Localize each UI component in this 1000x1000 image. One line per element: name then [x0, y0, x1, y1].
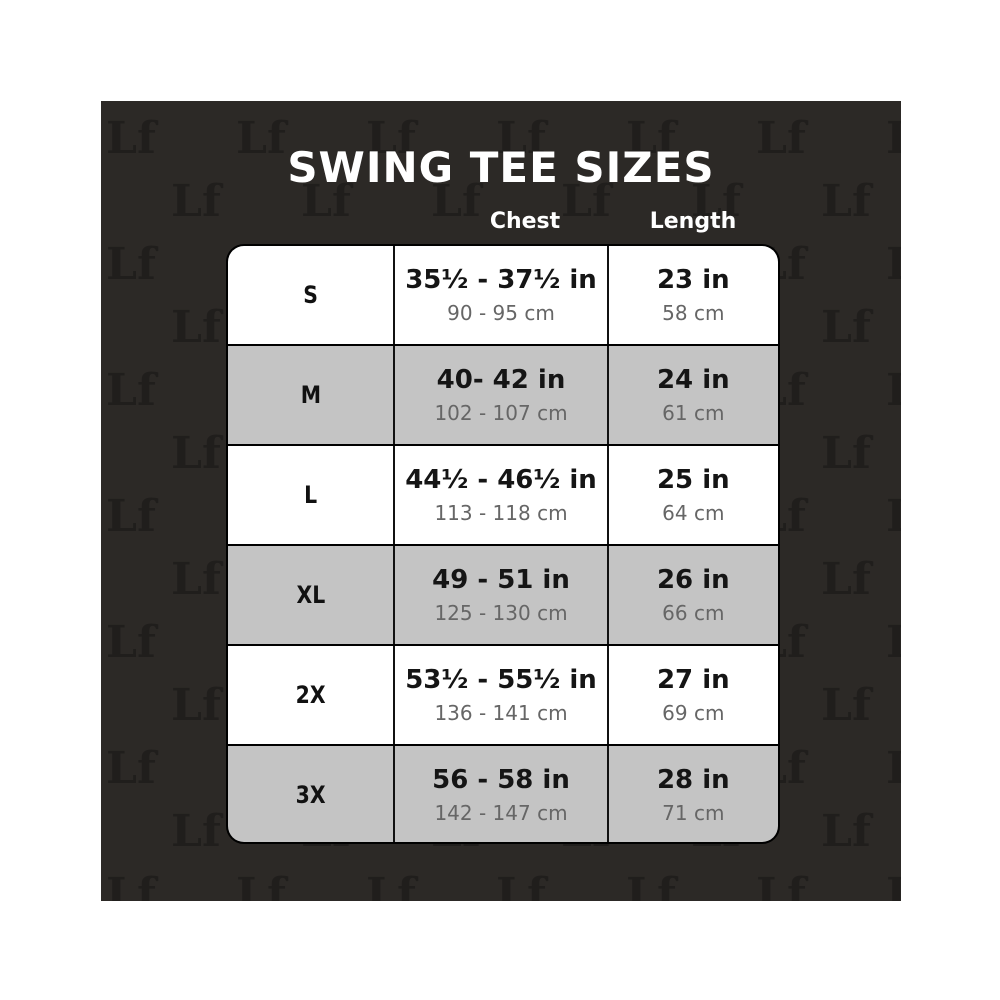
- length-cell: 27 in 69 cm: [608, 646, 778, 744]
- chest-cm: 125 - 130 cm: [434, 601, 568, 625]
- chest-cell: 40- 42 in 102 - 107 cm: [395, 346, 609, 444]
- length-cm: 64 cm: [662, 501, 725, 525]
- chest-cell: 56 - 58 in 142 - 147 cm: [395, 746, 609, 842]
- chest-cm: 90 - 95 cm: [447, 301, 555, 325]
- length-cell: 25 in 64 cm: [608, 446, 778, 544]
- table-row: XL 49 - 51 in 125 - 130 cm 26 in 66 cm: [228, 546, 778, 644]
- header-chest: Chest: [489, 209, 561, 234]
- chest-cm: 142 - 147 cm: [434, 801, 568, 825]
- length-inches: 26 in: [656, 565, 730, 595]
- chest-inches: 53½ - 55½ in: [405, 665, 597, 695]
- chest-cm: 113 - 118 cm: [434, 501, 568, 525]
- table-row: M 40- 42 in 102 - 107 cm 24 in 61 cm: [228, 346, 778, 444]
- table-row: S 35½ - 37½ in 90 - 95 cm 23 in 58 cm: [228, 246, 778, 344]
- length-cm: 71 cm: [662, 801, 725, 825]
- size-table: S 35½ - 37½ in 90 - 95 cm 23 in 58 cm M 40-…: [226, 244, 780, 844]
- chest-cm: 102 - 107 cm: [434, 401, 568, 425]
- size-chart-panel: Lf Lf SWING TEE SIZES Chest Length S 35½…: [101, 101, 901, 901]
- size-cell: L: [228, 446, 396, 544]
- table-row: L 44½ - 46½ in 113 - 118 cm 25 in 64 cm: [228, 446, 778, 544]
- chest-inches: 44½ - 46½ in: [405, 465, 597, 495]
- length-inches: 28 in: [656, 765, 730, 795]
- chest-cell: 53½ - 55½ in 136 - 141 cm: [395, 646, 609, 744]
- size-label: L: [304, 481, 318, 509]
- length-inches: 25 in: [656, 465, 730, 495]
- size-label: 3X: [295, 781, 326, 809]
- table-row: 2X 53½ - 55½ in 136 - 141 cm 27 in 69 cm: [228, 646, 778, 744]
- size-cell: S: [228, 246, 396, 344]
- length-cell: 26 in 66 cm: [608, 546, 778, 644]
- chest-inches: 35½ - 37½ in: [405, 265, 597, 295]
- chest-cm: 136 - 141 cm: [434, 701, 568, 725]
- length-cm: 58 cm: [662, 301, 725, 325]
- length-cm: 61 cm: [662, 401, 725, 425]
- length-cell: 28 in 71 cm: [608, 746, 778, 842]
- size-label: S: [303, 281, 319, 309]
- size-label: XL: [296, 581, 326, 609]
- size-label: 2X: [295, 681, 326, 709]
- table-row: 3X 56 - 58 in 142 - 147 cm 28 in 71 cm: [228, 746, 778, 842]
- size-cell: XL: [228, 546, 396, 644]
- length-inches: 27 in: [656, 665, 730, 695]
- length-cm: 66 cm: [662, 601, 725, 625]
- length-inches: 24 in: [656, 365, 730, 395]
- chest-cell: 49 - 51 in 125 - 130 cm: [395, 546, 609, 644]
- chest-inches: 56 - 58 in: [432, 765, 570, 795]
- length-cell: 23 in 58 cm: [608, 246, 778, 344]
- header-length: Length: [649, 209, 737, 234]
- size-cell: 2X: [228, 646, 396, 744]
- size-label: M: [300, 381, 321, 409]
- chest-cell: 44½ - 46½ in 113 - 118 cm: [395, 446, 609, 544]
- chest-inches: 49 - 51 in: [432, 565, 570, 595]
- length-cell: 24 in 61 cm: [608, 346, 778, 444]
- size-cell: 3X: [228, 746, 396, 842]
- size-cell: M: [228, 346, 396, 444]
- length-inches: 23 in: [656, 265, 730, 295]
- page-title: SWING TEE SIZES: [287, 143, 715, 192]
- chest-cell: 35½ - 37½ in 90 - 95 cm: [395, 246, 609, 344]
- chest-inches: 40- 42 in: [436, 365, 566, 395]
- length-cm: 69 cm: [662, 701, 725, 725]
